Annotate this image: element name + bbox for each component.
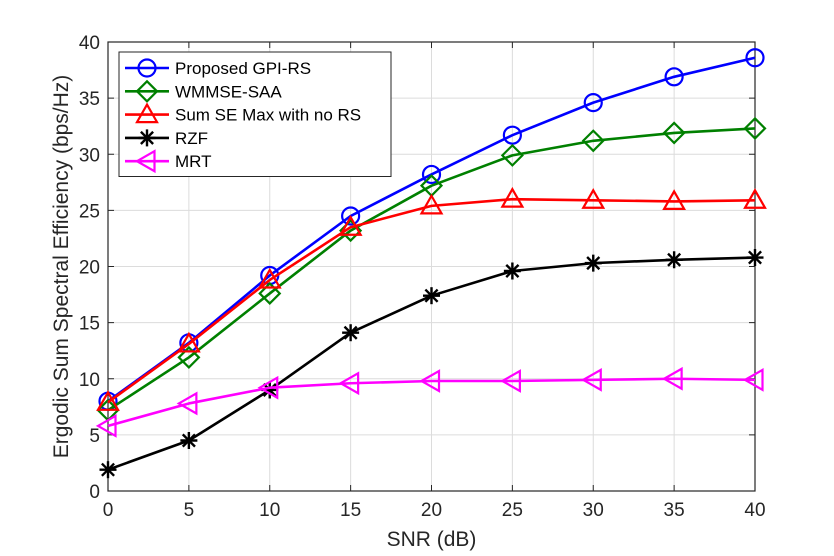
data-point-marker <box>500 186 525 208</box>
data-point-marker <box>500 369 521 393</box>
legend: Proposed GPI-RS WMMSE-SAA Sum SE Max with … <box>118 51 392 177</box>
series-line <box>107 127 756 412</box>
data-point-marker <box>95 413 117 438</box>
data-point-marker <box>176 391 198 416</box>
legend-marker-swatch <box>138 129 156 147</box>
data-point-marker <box>503 262 521 280</box>
y-tick-label: 30 <box>79 145 100 166</box>
data-point-marker <box>661 366 683 391</box>
y-tick-label: 5 <box>89 426 100 447</box>
x-tick-label: 35 <box>664 500 685 521</box>
y-tick-label: 15 <box>79 314 100 335</box>
y-tick-label: 0 <box>89 482 100 503</box>
x-tick-label: 30 <box>583 500 604 521</box>
data-point-marker <box>743 188 767 209</box>
legend-marker-swatch <box>134 149 156 174</box>
data-point-marker <box>421 164 442 185</box>
data-point-marker <box>257 375 279 400</box>
series-wmmse-saa <box>96 116 767 422</box>
x-tick-label: 10 <box>259 500 280 521</box>
y-tick-label: 20 <box>79 258 100 279</box>
data-point-marker <box>261 381 279 399</box>
series-group <box>95 48 767 479</box>
series-line <box>107 377 756 428</box>
data-point-marker <box>583 93 603 113</box>
x-axis-title: SNR (dB) <box>387 528 477 551</box>
data-point-marker <box>500 143 524 167</box>
data-point-marker <box>419 193 444 215</box>
data-point-marker <box>342 324 360 342</box>
x-tick-label: 0 <box>103 500 114 521</box>
data-point-marker <box>662 121 686 145</box>
data-point-marker <box>502 125 522 145</box>
data-point-marker <box>664 67 684 87</box>
legend-entry: RZF <box>125 129 208 148</box>
series-line <box>107 197 756 404</box>
data-point-marker <box>742 367 764 392</box>
data-point-marker <box>177 345 201 369</box>
y-tick-label: 25 <box>79 201 100 222</box>
data-point-marker <box>99 461 117 479</box>
data-point-marker <box>180 431 198 449</box>
legend-marker-swatch <box>137 58 157 78</box>
legend-entry: Sum SE Max with no RS <box>125 102 361 125</box>
x-tick-label: 20 <box>421 500 442 521</box>
data-point-marker <box>745 48 765 68</box>
data-point-marker <box>257 267 282 289</box>
data-point-marker <box>581 188 606 209</box>
legend-label: MRT <box>175 152 212 171</box>
data-point-marker <box>423 287 440 305</box>
legend-items: Proposed GPI-RS WMMSE-SAA Sum SE Max with … <box>125 58 361 174</box>
legend-entry: WMMSE-SAA <box>125 79 282 103</box>
legend-label: Sum SE Max with no RS <box>175 106 361 125</box>
data-point-marker <box>419 369 441 393</box>
x-tick-label: 25 <box>502 500 523 521</box>
x-tick-label: 15 <box>340 500 361 521</box>
data-point-marker <box>258 281 282 305</box>
legend-marker-swatch <box>135 79 159 103</box>
y-tick-label: 35 <box>79 89 100 110</box>
data-point-marker <box>176 331 201 353</box>
data-point-marker <box>581 367 602 392</box>
series-rzf <box>99 249 764 479</box>
data-point-marker <box>581 129 605 153</box>
y-tick-label: 10 <box>79 370 100 391</box>
legend-entry: MRT <box>125 149 212 174</box>
legend-label: WMMSE-SAA <box>175 82 282 101</box>
legend-label: Proposed GPI-RS <box>175 59 311 78</box>
data-point-marker <box>338 371 360 396</box>
series-sum-se-max-with-no-rs <box>96 186 767 411</box>
data-point-marker <box>96 390 120 411</box>
data-point-marker <box>584 254 602 272</box>
data-point-marker <box>746 249 764 267</box>
legend-marker-swatch <box>135 102 159 124</box>
y-tick-label: 40 <box>79 33 100 54</box>
series-mrt <box>95 366 764 438</box>
data-point-marker <box>743 116 767 140</box>
legend-label: RZF <box>175 129 208 148</box>
axis-ticks: 0 5 10 15 20 25 30 35 40 0 5 10 15 20 25 30 35 40 <box>79 33 766 521</box>
y-axis-title: Ergodic Sum Spectral Efficiency (bps/Hz) <box>50 75 73 459</box>
data-point-marker <box>662 189 687 210</box>
legend-entry: Proposed GPI-RS <box>125 58 311 78</box>
x-tick-label: 40 <box>744 500 765 521</box>
data-point-marker <box>338 214 363 236</box>
data-point-marker <box>341 206 361 226</box>
x-tick-label: 5 <box>184 500 195 521</box>
data-point-marker <box>665 251 683 269</box>
